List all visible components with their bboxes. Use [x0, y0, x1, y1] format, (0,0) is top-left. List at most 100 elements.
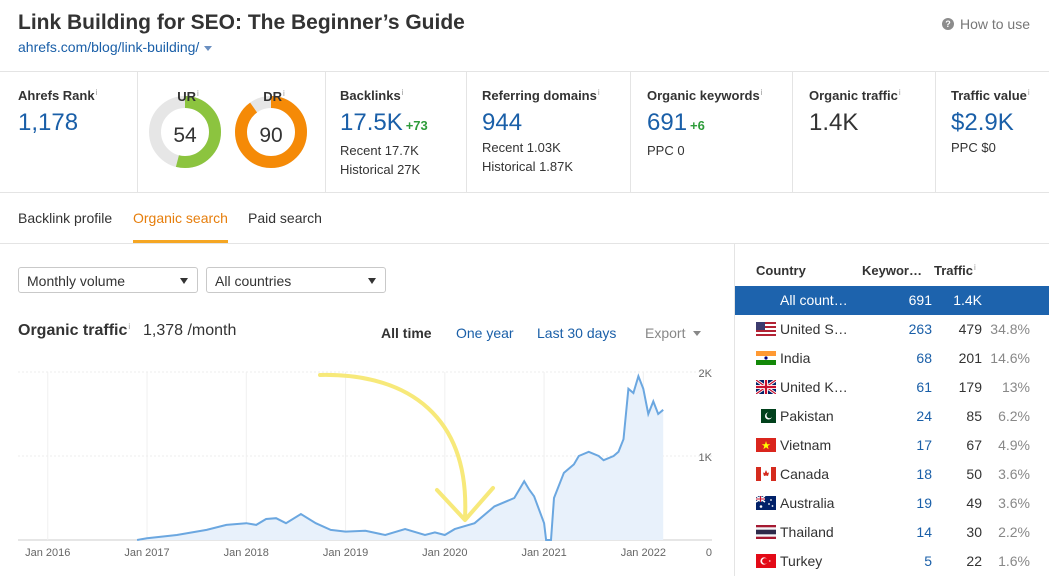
country-name[interactable]: India	[780, 350, 811, 366]
export-button[interactable]: Export	[645, 325, 702, 341]
y-tick-label: 2K	[699, 368, 713, 380]
page-url-link[interactable]: ahrefs.com/blog/link-building/	[18, 39, 465, 55]
country-keywords[interactable]: 17	[916, 437, 932, 453]
referring-domains-value[interactable]: 944	[482, 109, 523, 136]
info-icon[interactable]: i	[974, 263, 976, 272]
tab-backlink-profile[interactable]: Backlink profile	[18, 210, 113, 226]
country-row[interactable]: United K… 61 179 13%	[735, 373, 1049, 402]
country-keywords[interactable]: 24	[916, 408, 932, 424]
country-keywords[interactable]: 68	[916, 350, 932, 366]
flag-au-icon	[755, 495, 776, 510]
info-icon[interactable]: i	[760, 88, 763, 97]
country-keywords[interactable]: 19	[916, 495, 932, 511]
organic-traffic-monthly: 1,378 /month	[143, 322, 237, 339]
traffic-value-ppc: PPC $0	[951, 140, 996, 155]
dropdown-arrow-icon[interactable]	[180, 278, 188, 284]
range-last-30-days[interactable]: Last 30 days	[537, 325, 617, 341]
organic-traffic-chart: Jan 2016 Jan 2017 Jan 2018 Jan 2019 Jan 2020…	[18, 368, 713, 559]
country-traffic-share: 1.6%	[998, 553, 1030, 569]
country-keywords[interactable]: 263	[908, 321, 932, 337]
country-name[interactable]: United S…	[780, 321, 848, 337]
info-icon[interactable]: i	[197, 89, 199, 98]
dr-value: 90	[259, 124, 283, 147]
info-icon[interactable]: i	[898, 88, 901, 97]
keywords-column-header[interactable]: Keywor…	[862, 263, 922, 278]
country-name[interactable]: Turkey	[780, 553, 823, 569]
tab-paid-search[interactable]: Paid search	[248, 210, 322, 226]
how-to-use-link[interactable]: ? How to use	[941, 16, 1030, 32]
country-row[interactable]: Canada 18 50 3.6%	[735, 460, 1049, 489]
country-name[interactable]: United K…	[780, 379, 848, 395]
traffic-value-value[interactable]: $2.9K	[951, 109, 1014, 136]
flag-gb-icon	[755, 378, 777, 396]
country-row[interactable]: Pakistan 24 85 6.2%	[735, 402, 1049, 431]
how-to-use-label[interactable]: How to use	[959, 16, 1030, 32]
backlinks-delta[interactable]: +73	[405, 118, 428, 133]
country-keywords[interactable]: 14	[916, 524, 932, 540]
dropdown-arrow-icon[interactable]	[368, 278, 376, 284]
flag-us-icon	[756, 322, 776, 336]
x-tick-label: Jan 2017	[124, 547, 169, 559]
country-traffic: 85	[966, 408, 982, 424]
organic-keywords-ppc: PPC 0	[647, 143, 685, 158]
country-row[interactable]: United S… 263 479 34.8%	[735, 315, 1049, 344]
info-icon[interactable]: i	[401, 88, 404, 97]
country-row[interactable]: All count… 691 1.4K	[735, 286, 1049, 315]
countries-panel: Country Keywor… Traffici All count… 691 1.…	[734, 244, 1049, 576]
countries-select[interactable]: All countries	[206, 267, 386, 293]
metric-traffic-value: Traffic valuei $2.9K PPC $0	[951, 72, 1030, 193]
x-tick-label: Jan 2021	[521, 547, 566, 559]
country-row[interactable]: India 68 201 14.6%	[735, 344, 1049, 373]
country-name[interactable]: Australia	[780, 495, 835, 511]
country-traffic-share: 3.6%	[998, 495, 1030, 511]
flag-vn-icon	[756, 438, 776, 452]
ahrefs-rank-value[interactable]: 1,178	[18, 109, 79, 136]
organic-keywords-value[interactable]: 691	[647, 109, 688, 136]
country-column-header[interactable]: Country	[756, 263, 806, 278]
organic-keywords-delta[interactable]: +6	[690, 118, 705, 133]
export-label[interactable]: Export	[645, 325, 686, 341]
metric-organic-traffic: Organic traffici 1.4K	[809, 72, 901, 193]
referring-domains-recent: Recent 1.03K	[482, 140, 561, 155]
question-icon[interactable]: ?	[941, 18, 954, 30]
chevron-down-icon[interactable]	[204, 45, 213, 51]
country-name[interactable]: Vietnam	[780, 437, 832, 453]
country-traffic-share: 6.2%	[998, 408, 1030, 424]
ur-value: 54	[173, 124, 197, 147]
traffic-column-header[interactable]: Traffic	[934, 263, 974, 278]
tab-organic-search[interactable]: Organic search	[133, 210, 228, 226]
info-icon[interactable]: i	[128, 322, 131, 331]
countries-select-value[interactable]: All countries	[215, 273, 292, 289]
dr-label: DR	[263, 89, 282, 104]
metric-backlinks: Backlinksi 17.5K +73 Recent 17.7K Histori…	[340, 72, 428, 193]
country-traffic-share: 2.2%	[998, 524, 1030, 540]
range-one-year[interactable]: One year	[456, 325, 514, 341]
volume-select[interactable]: Monthly volume	[18, 267, 198, 293]
country-keywords[interactable]: 5	[924, 553, 932, 569]
info-icon[interactable]: i	[283, 89, 285, 98]
page-url-text[interactable]: ahrefs.com/blog/link-building/	[18, 39, 200, 55]
info-icon[interactable]: i	[1027, 88, 1030, 97]
country-row[interactable]: Thailand 14 30 2.2%	[735, 518, 1049, 547]
country-traffic: 201	[958, 350, 982, 366]
country-row[interactable]: Turkey 5 22 1.6%	[735, 547, 1049, 576]
country-keywords[interactable]: 691	[908, 292, 932, 308]
volume-select-value[interactable]: Monthly volume	[27, 273, 126, 289]
info-icon[interactable]: i	[95, 88, 98, 97]
country-keywords[interactable]: 61	[916, 379, 932, 395]
traffic-line	[136, 373, 664, 541]
country-traffic-share: 34.8%	[990, 321, 1030, 337]
country-keywords[interactable]: 18	[916, 466, 932, 482]
country-row[interactable]: Vietnam 17 67 4.9%	[735, 431, 1049, 460]
info-icon[interactable]: i	[597, 88, 600, 97]
country-name[interactable]: Thailand	[780, 524, 834, 540]
range-all-time[interactable]: All time	[381, 325, 432, 341]
divider	[792, 72, 793, 193]
organic-keywords-label: Organic keywords	[647, 88, 760, 103]
chevron-down-icon[interactable]	[693, 330, 702, 336]
country-name[interactable]: All count…	[780, 292, 848, 308]
country-name[interactable]: Canada	[780, 466, 830, 482]
country-row[interactable]: Australia 19 49 3.6%	[735, 489, 1049, 518]
backlinks-value[interactable]: 17.5K	[340, 109, 403, 136]
country-name[interactable]: Pakistan	[780, 408, 834, 424]
